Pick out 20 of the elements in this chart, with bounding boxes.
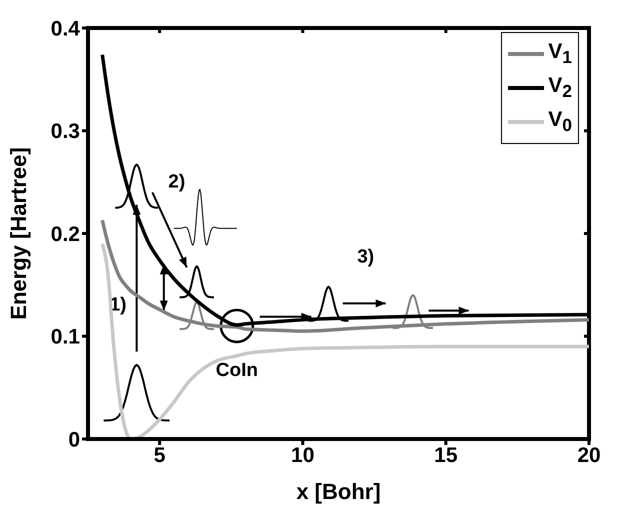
y-tick-label: 0.3 xyxy=(50,120,80,144)
y-axis-title: Energy [Hartree] xyxy=(6,147,31,320)
y-tick-label: 0.4 xyxy=(50,17,80,40)
x-tick-label: 20 xyxy=(577,444,601,467)
line-series xyxy=(100,218,589,333)
annotation: CoIn xyxy=(216,360,258,381)
x-axis-title: x [Bohr] xyxy=(296,479,381,504)
y-tick-label: 0.1 xyxy=(50,326,80,349)
annotation: 2) xyxy=(168,171,186,192)
y-tick-label: 0 xyxy=(68,428,80,452)
annotation: 3) xyxy=(357,246,374,268)
y-tick-label: 0.2 xyxy=(50,222,80,246)
x-tick-label: 15 xyxy=(434,444,458,467)
x-tick-label: 10 xyxy=(291,444,314,467)
x-tick-label: 5 xyxy=(154,444,166,467)
legend-label: V$_{1}$ xyxy=(548,40,572,68)
annotation: 1) xyxy=(110,294,127,316)
legend-label: V$_{2}$ xyxy=(548,74,572,102)
legend-label: V$_{0}$ xyxy=(548,108,572,136)
line-series xyxy=(100,242,589,439)
